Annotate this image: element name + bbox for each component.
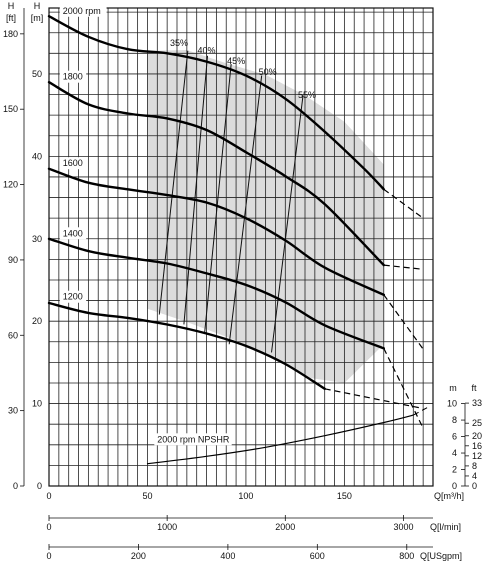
- head-curve-extension: [324, 388, 420, 409]
- y-axis-m-unit: [m]: [31, 13, 44, 23]
- y-tick-m: 20: [32, 316, 42, 326]
- labels-layer: 35% 40% 45% 50% 55% 2000 rpm 1800 1600 1400 1200 2…: [59, 4, 316, 446]
- y-tick-m: 0: [37, 481, 42, 491]
- npshr-tick-ft: 0: [472, 481, 477, 491]
- efficiency-line: [228, 75, 263, 345]
- curve-label-bg: [59, 4, 107, 17]
- curves-layer: [47, 15, 428, 465]
- npshr-tick-ft: 12: [472, 451, 482, 461]
- head-curve: [47, 237, 385, 350]
- x-tick-m3h: 100: [238, 491, 253, 501]
- y-tick-ft: 0: [13, 481, 18, 491]
- y-tick-m: 50: [32, 69, 42, 79]
- head-curve-extension: [383, 188, 424, 219]
- npshr-tick-m: 4: [452, 448, 457, 458]
- head-curve-extension: [383, 294, 424, 350]
- x-tick-usgpm: 0: [46, 551, 51, 561]
- x-tick-usgpm: 400: [220, 551, 235, 561]
- efficiency-label: 45%: [227, 56, 245, 66]
- npshr-curve-extension: [413, 407, 428, 416]
- efficiency-label: 40%: [198, 45, 216, 55]
- npshr-axis-ft-title: ft: [471, 383, 477, 393]
- npshr-tick-ft: 25: [472, 418, 482, 428]
- npshr-tick-ft: 16: [472, 441, 482, 451]
- y-tick-ft: 90: [8, 255, 18, 265]
- efficiency-label: 55%: [298, 90, 316, 100]
- y-tick-ft: 180: [3, 29, 18, 39]
- head-curve: [47, 15, 385, 191]
- y-axis-ft-unit: [ft]: [6, 13, 16, 23]
- y-tick-ft: 120: [3, 180, 18, 190]
- head-curve-extension: [383, 264, 424, 270]
- efficiency-line: [204, 63, 232, 334]
- curve-label: 1400: [63, 228, 83, 238]
- efficiency-line: [158, 50, 189, 315]
- y-tick-ft: 150: [3, 104, 18, 114]
- efficiency-line: [271, 95, 304, 353]
- npshr-tick-ft: 33: [472, 398, 482, 408]
- head-curve: [47, 301, 326, 390]
- y-tick-m: 10: [32, 399, 42, 409]
- efficiency-lines-layer: [158, 50, 304, 353]
- y-tick-ft: 30: [8, 406, 18, 416]
- npshr-tick-ft: 4: [472, 471, 477, 481]
- efficiency-label: 50%: [259, 67, 277, 77]
- x-tick-usgpm: 800: [399, 551, 414, 561]
- y-tick-m: 30: [32, 234, 42, 244]
- npshr-curve: [146, 414, 414, 465]
- axes-layer: 010203040500306090120150180H[ft]H[m]0246…: [3, 1, 482, 561]
- head-curve: [47, 81, 385, 267]
- head-curve: [47, 167, 385, 296]
- y-axis-m-title: H: [34, 1, 41, 11]
- x-axis-lmin-unit: Q[l/min]: [430, 522, 461, 532]
- curve-label: 1800: [63, 72, 83, 82]
- x-axis-m3h-unit: Q[m³/h]: [434, 491, 464, 501]
- x-tick-m3h: 150: [337, 491, 352, 501]
- curve-label-bg: [59, 290, 87, 303]
- grid-layer: [48, 7, 434, 487]
- npshr-tick-m: 6: [452, 432, 457, 442]
- curve-label-bg: [59, 227, 87, 240]
- curve-label-bg: [59, 157, 87, 170]
- x-tick-lmin: 3000: [393, 522, 413, 532]
- curve-label: 2000 rpm NPSHR: [157, 434, 230, 444]
- x-tick-usgpm: 200: [131, 551, 146, 561]
- curve-label: 2000 rpm: [63, 6, 101, 16]
- npshr-axis-m-title: m: [449, 383, 457, 393]
- x-tick-usgpm: 600: [310, 551, 325, 561]
- x-axis-usgpm-unit: Q[USgpm]: [420, 551, 462, 561]
- npshr-tick-m: 0: [452, 481, 457, 491]
- plot-frame: [48, 7, 434, 487]
- x-tick-lmin: 2000: [275, 522, 295, 532]
- npshr-tick-m: 10: [447, 399, 457, 409]
- x-tick-lmin: 1000: [157, 522, 177, 532]
- curve-label-bg: [59, 70, 87, 83]
- curve-label: 1600: [63, 158, 83, 168]
- npshr-tick-ft: 20: [472, 431, 482, 441]
- npshr-tick-m: 2: [452, 465, 457, 475]
- y-tick-m: 40: [32, 151, 42, 161]
- npshr-tick-m: 8: [452, 415, 457, 425]
- npshr-tick-ft: 8: [472, 461, 477, 471]
- x-tick-m3h: 50: [142, 491, 152, 501]
- x-tick-m3h: 0: [46, 491, 51, 501]
- y-axis-ft-title: H: [8, 1, 15, 11]
- efficiency-line: [183, 55, 209, 325]
- curve-label-bg: [154, 433, 232, 446]
- efficiency-label: 35%: [170, 38, 188, 48]
- head-curve-extension: [383, 348, 424, 429]
- x-tick-lmin: 0: [46, 522, 51, 532]
- y-tick-ft: 60: [8, 330, 18, 340]
- curve-label: 1200: [63, 292, 83, 302]
